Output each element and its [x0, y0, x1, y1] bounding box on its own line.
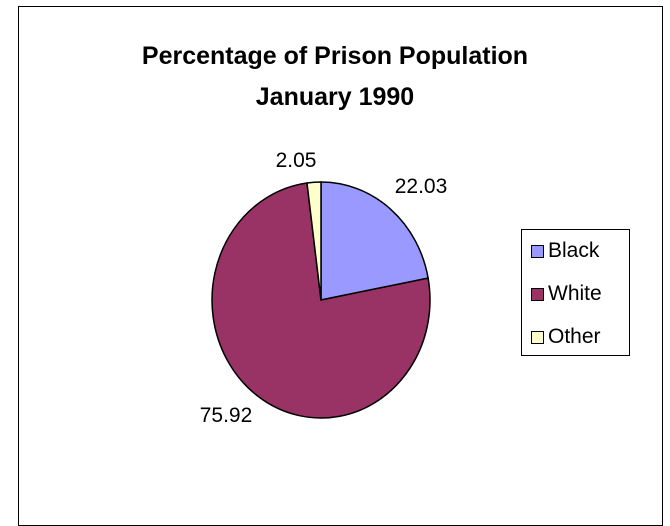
pie-chart: 22.03 75.92 2.05 [200, 149, 448, 427]
data-label-white: 75.92 [200, 404, 253, 427]
data-label-black: 22.03 [395, 175, 448, 198]
data-label-other: 2.05 [276, 149, 317, 172]
legend-label-other: Other [548, 325, 601, 348]
pie-slice-other [306, 181, 322, 301]
chart-title-line-1: Percentage of Prison Population [141, 42, 529, 70]
legend-item-other: Other [531, 325, 601, 349]
pie-slice-black [320, 181, 429, 301]
legend-label-black: Black [548, 239, 600, 262]
legend-item-white: White [531, 282, 602, 306]
chart-legend: Black White Other [521, 229, 630, 356]
legend-swatch-white [531, 287, 544, 301]
legend-label-white: White [548, 282, 602, 305]
chart-title-line-2: January 1990 [255, 83, 415, 111]
pie-slice-white [211, 182, 431, 419]
legend-swatch-black [531, 244, 544, 258]
legend-swatch-other [531, 330, 544, 344]
legend-item-black: Black [531, 239, 599, 263]
